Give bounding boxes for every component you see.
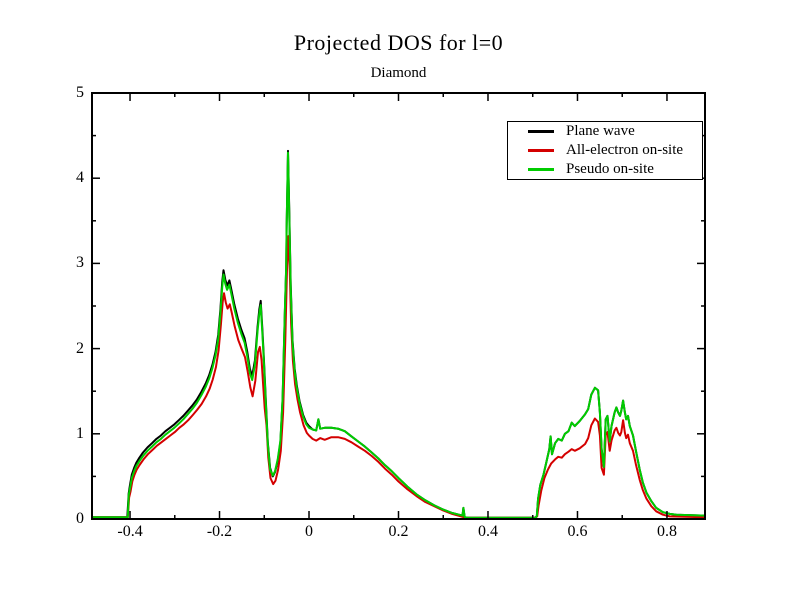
x-tick-label: -0.4 <box>117 523 143 540</box>
y-tick-label: 3 <box>76 254 84 272</box>
x-tick-label: 0 <box>305 523 313 540</box>
x-tick-label: 0.6 <box>567 523 588 540</box>
all-electron-line-swatch <box>528 149 554 152</box>
y-tick-label: 0 <box>76 510 84 527</box>
chart-title: Projected DOS for l=0 <box>293 30 504 55</box>
x-tick-label: 0.8 <box>656 523 677 540</box>
y-tick-label: 2 <box>76 339 84 357</box>
pseudo-line-swatch <box>528 167 554 171</box>
legend-item-all-electron-on-site: All-electron on-site <box>508 142 702 160</box>
legend: Plane wave All-electron on-site Pseudo o… <box>507 121 703 180</box>
x-tick-label: 0.4 <box>477 523 498 540</box>
y-tick-label: 5 <box>76 84 84 101</box>
x-tick-label: -0.2 <box>206 523 233 540</box>
series-all-electron-on-site-line <box>91 235 706 519</box>
y-tick-label: 1 <box>76 424 84 442</box>
y-tick-label: 4 <box>76 169 84 187</box>
x-tick-label: 0.2 <box>388 523 409 540</box>
chart-subtitle: Diamond <box>370 65 427 81</box>
series-pseudo-on-site-line <box>91 151 706 519</box>
legend-label-all-electron-on-site: All-electron on-site <box>566 142 684 158</box>
series-plane-wave-line <box>91 149 706 519</box>
legend-label-plane-wave: Plane wave <box>566 123 635 140</box>
plane-wave-line-swatch <box>528 130 554 134</box>
legend-item-pseudo-on-site: Pseudo on-site <box>508 160 702 178</box>
legend-item-plane-wave: Plane wave <box>508 123 702 141</box>
legend-label-pseudo-on-site: Pseudo on-site <box>566 160 654 177</box>
